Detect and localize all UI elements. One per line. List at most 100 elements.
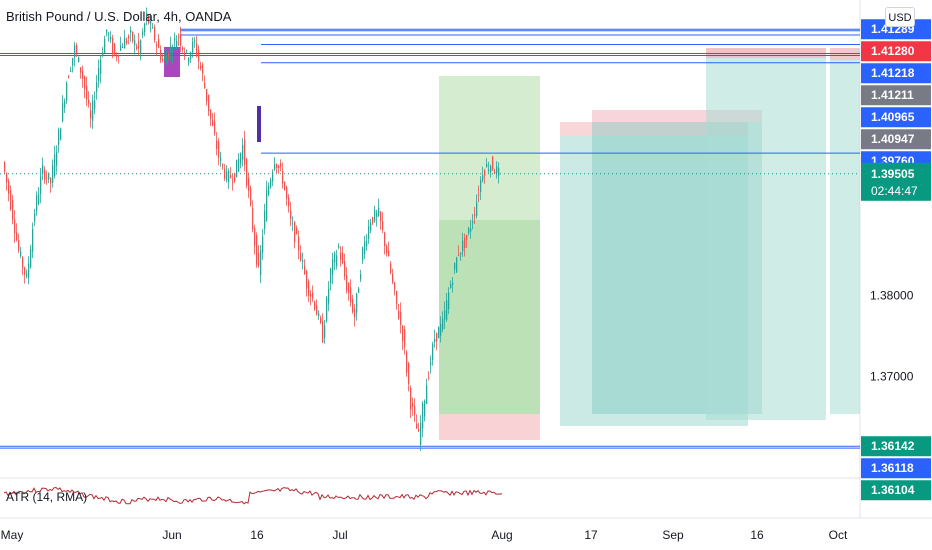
- candle: [406, 350, 408, 377]
- candle: [428, 371, 430, 381]
- svg-text:1.41211: 1.41211: [871, 88, 914, 102]
- candle: [240, 152, 242, 169]
- price-level-tag: 1.36104: [861, 480, 931, 501]
- candle: [228, 168, 230, 190]
- candle: [356, 293, 358, 321]
- candle: [348, 282, 350, 301]
- candle: [72, 57, 74, 73]
- svg-text:1.41280: 1.41280: [871, 44, 915, 58]
- candle: [230, 167, 232, 179]
- candle: [392, 268, 394, 285]
- horizontal-levels[interactable]: [0, 28, 860, 449]
- long-position-profit-zone[interactable]: [439, 76, 540, 220]
- candle: [160, 45, 162, 64]
- candle: [14, 210, 16, 243]
- candle: [376, 209, 378, 227]
- candle: [184, 47, 186, 60]
- candle: [338, 243, 340, 250]
- candle: [234, 172, 236, 184]
- currency-button[interactable]: USD: [885, 7, 915, 27]
- candle: [316, 299, 318, 316]
- long-position-stop-zone[interactable]: [439, 414, 540, 440]
- candle: [134, 34, 136, 55]
- candle: [446, 293, 448, 323]
- candle: [362, 246, 364, 264]
- candle: [482, 166, 484, 183]
- candle: [188, 57, 190, 67]
- position-target-zone-4[interactable]: [830, 60, 860, 414]
- price-tick-label: 1.38000: [870, 289, 914, 303]
- candle: [238, 153, 240, 173]
- candle: [346, 267, 348, 294]
- candle: [404, 325, 406, 355]
- position-stop-zone[interactable]: [560, 122, 748, 136]
- candle: [278, 164, 280, 174]
- candle: [358, 287, 360, 293]
- candle: [124, 29, 126, 49]
- candle: [422, 401, 424, 438]
- svg-text:1.41218: 1.41218: [871, 66, 915, 80]
- candle: [54, 145, 56, 179]
- time-tick-label: Sep: [662, 528, 684, 542]
- candle: [52, 159, 54, 188]
- candle: [60, 127, 62, 141]
- long-position-target-zone[interactable]: [439, 220, 540, 414]
- chart-title: British Pound / U.S. Dollar, 4h, OANDA: [6, 9, 232, 24]
- candle: [298, 230, 300, 260]
- candle: [10, 185, 12, 212]
- candle: [432, 341, 434, 366]
- candle: [388, 241, 390, 257]
- candle: [424, 399, 426, 422]
- candle: [190, 51, 192, 63]
- candle: [48, 172, 50, 184]
- candle: [400, 302, 402, 334]
- candle: [350, 279, 352, 307]
- time-tick-label: 17: [584, 528, 598, 542]
- candle: [196, 35, 198, 58]
- atr-indicator-label[interactable]: ATR (14, RMA): [6, 490, 88, 504]
- purple-marker-bar[interactable]: [257, 106, 261, 142]
- candle: [452, 276, 454, 293]
- candle: [440, 316, 442, 343]
- candle: [480, 176, 482, 200]
- candle: [408, 361, 410, 392]
- candle: [198, 45, 200, 70]
- candle: [252, 200, 254, 233]
- candle: [302, 252, 304, 270]
- candle: [102, 47, 104, 58]
- candle: [254, 224, 256, 255]
- candle: [172, 44, 174, 64]
- candle: [380, 211, 382, 230]
- candle: [390, 261, 392, 275]
- candle: [98, 59, 100, 88]
- svg-text:1.36118: 1.36118: [871, 461, 914, 475]
- candle: [22, 256, 24, 276]
- candle: [4, 161, 6, 174]
- candle: [342, 246, 344, 265]
- candle: [94, 91, 96, 115]
- candle: [116, 52, 118, 62]
- candle: [162, 53, 164, 63]
- position-target-zone-3[interactable]: [706, 48, 826, 420]
- candle: [478, 185, 480, 203]
- candle: [200, 61, 202, 71]
- candle: [226, 165, 228, 183]
- candle: [292, 216, 294, 232]
- candle: [180, 26, 182, 53]
- candle: [66, 80, 68, 104]
- candle: [110, 31, 112, 44]
- candle: [112, 34, 114, 59]
- candle: [372, 216, 374, 226]
- atr-polyline: [3, 486, 503, 505]
- candle: [296, 225, 298, 235]
- candle: [122, 43, 124, 48]
- candle: [208, 94, 210, 117]
- candle: [450, 280, 452, 289]
- candle: [186, 49, 188, 55]
- position-stop-zone-4[interactable]: [830, 48, 860, 60]
- candle: [260, 244, 262, 284]
- candle: [50, 177, 52, 193]
- time-tick-label: Aug: [491, 528, 512, 542]
